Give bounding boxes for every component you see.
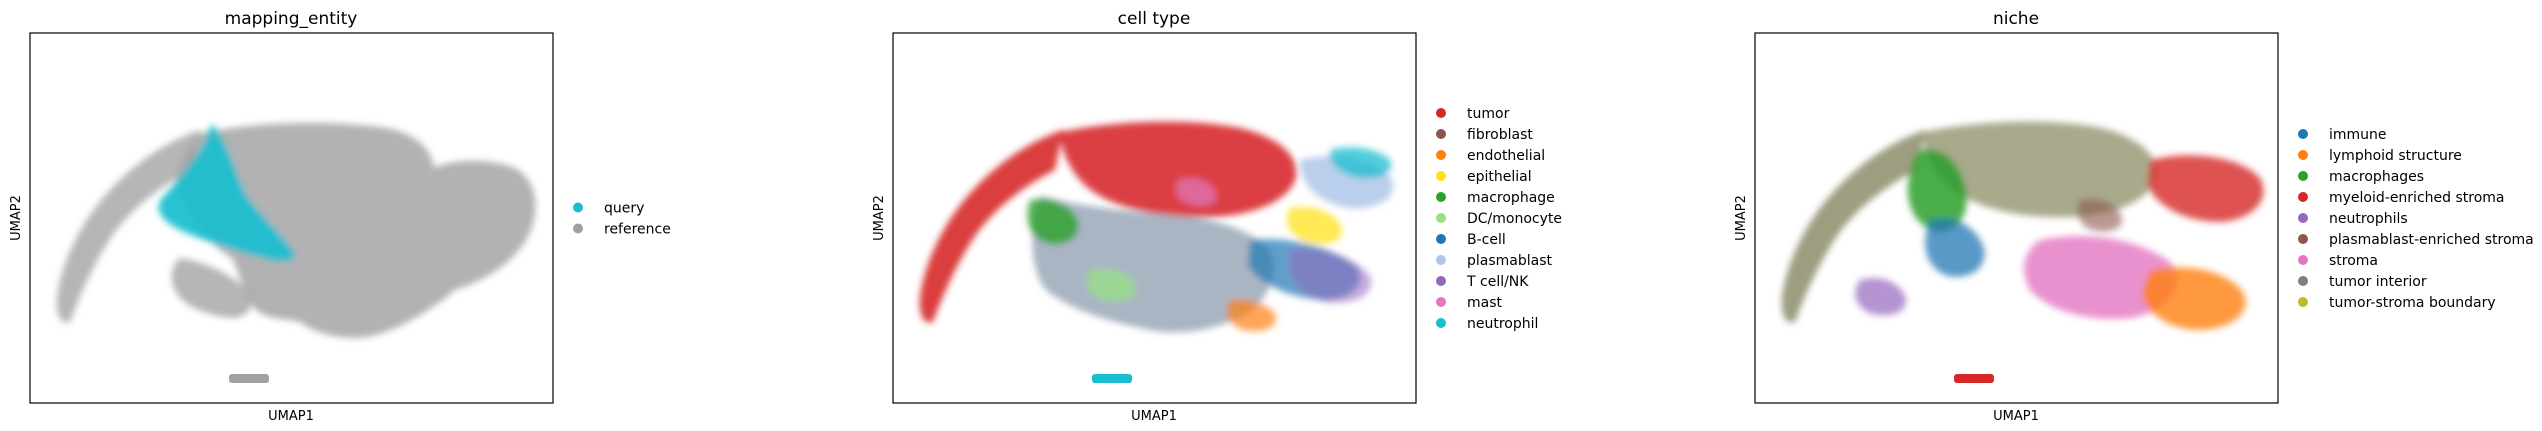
reference-cloud-lower bbox=[171, 258, 253, 318]
legend-label: macrophages bbox=[2329, 169, 2424, 185]
x-axis-label: UMAP1 bbox=[1993, 409, 2039, 424]
macrophages-cloud bbox=[1907, 149, 1967, 232]
legend: tumor fibroblast endothelial epithelial macr… bbox=[1436, 106, 1562, 332]
epithelial-cloud bbox=[1286, 206, 1343, 245]
scatter-clouds bbox=[1781, 121, 2264, 383]
y-axis-label: UMAP2 bbox=[9, 195, 24, 241]
panel-title: cell type bbox=[1118, 9, 1191, 29]
plot-frame bbox=[29, 32, 554, 404]
legend-marker bbox=[1436, 234, 1446, 244]
legend-marker bbox=[2298, 150, 2308, 160]
legend-label: plasmablast-enriched stroma bbox=[2329, 232, 2534, 248]
legend-marker bbox=[1436, 192, 1446, 202]
legend-marker bbox=[2298, 276, 2308, 286]
legend-marker bbox=[573, 202, 583, 213]
immune-cloud bbox=[1925, 218, 1985, 277]
umap-panel-cell-type: cell type UMAP1 UMAP2 tumor fibroblast end… bbox=[872, 9, 1562, 424]
legend-label: fibroblast bbox=[1467, 127, 1533, 143]
scatter-clouds bbox=[919, 121, 1394, 383]
legend-label: myeloid-enriched stroma bbox=[2329, 190, 2505, 206]
legend-marker bbox=[2298, 255, 2308, 265]
neutrophil-cloud bbox=[1329, 147, 1392, 179]
umap-panel-niche: niche UMAP1 UMAP2 immune lymphoid structu… bbox=[1734, 9, 2534, 424]
legend-marker bbox=[1436, 297, 1446, 307]
legend-marker bbox=[2298, 213, 2308, 223]
panel-title: mapping_entity bbox=[225, 9, 358, 29]
legend-label: T cell/NK bbox=[1466, 274, 1529, 290]
tumor-interior-cloud-top bbox=[1922, 121, 2157, 218]
x-axis-label: UMAP1 bbox=[268, 409, 314, 424]
macrophage-cloud bbox=[1027, 198, 1079, 245]
legend-marker bbox=[2298, 192, 2308, 202]
legend-label: epithelial bbox=[1467, 169, 1532, 185]
detached-cluster bbox=[229, 374, 269, 383]
legend-label: plasmablast bbox=[1467, 253, 1553, 269]
legend-marker bbox=[1436, 318, 1446, 328]
legend-label: tumor interior bbox=[2329, 274, 2427, 290]
legend-marker bbox=[1436, 150, 1446, 160]
legend-label: macrophage bbox=[1467, 190, 1555, 206]
lymphoid-cloud bbox=[2142, 267, 2246, 330]
y-axis-label: UMAP2 bbox=[1734, 195, 1749, 241]
umap-panel-mapping-entity: mapping_entity UMAP1 UMAP2 query referenc… bbox=[9, 9, 671, 424]
legend-marker bbox=[2298, 297, 2308, 307]
legend-label: DC/monocyte bbox=[1467, 211, 1562, 227]
legend-marker bbox=[1436, 108, 1446, 118]
legend-marker bbox=[2298, 171, 2308, 181]
legend-label: tumor-stroma boundary bbox=[2329, 295, 2496, 311]
tumor-cloud-arm bbox=[919, 130, 1063, 323]
legend-marker bbox=[2298, 234, 2308, 244]
legend-marker bbox=[1436, 255, 1446, 265]
legend-label: query bbox=[604, 201, 644, 217]
legend-label: neutrophils bbox=[2329, 211, 2408, 227]
legend-label: B-cell bbox=[1467, 232, 1506, 248]
legend-label: lymphoid structure bbox=[2329, 148, 2462, 164]
query-cloud bbox=[158, 124, 295, 262]
tcell-cloud bbox=[1288, 249, 1372, 303]
stroma-cloud bbox=[2024, 236, 2177, 319]
legend-marker bbox=[1436, 276, 1446, 286]
dc-cloud bbox=[1086, 268, 1137, 302]
legend: query reference bbox=[573, 201, 671, 238]
legend-label: immune bbox=[2329, 127, 2387, 143]
legend-label: stroma bbox=[2329, 253, 2378, 269]
tumor-interior-cloud-arm bbox=[1781, 130, 1925, 323]
mixed-cloud-center bbox=[1032, 196, 1274, 333]
reference-cloud-arm bbox=[56, 130, 201, 323]
legend-marker bbox=[573, 223, 583, 234]
reference-cloud-main bbox=[176, 122, 536, 338]
endothelial-cloud bbox=[1226, 299, 1277, 332]
scatter-clouds bbox=[56, 122, 536, 383]
legend: immune lymphoid structure macrophages myelo… bbox=[2298, 127, 2534, 311]
x-axis-label: UMAP1 bbox=[1131, 409, 1177, 424]
y-axis-label: UMAP2 bbox=[872, 195, 887, 241]
legend-marker bbox=[2298, 129, 2308, 139]
plot-frame bbox=[1754, 32, 2279, 404]
neutrophils-cloud bbox=[1855, 278, 1907, 316]
legend-label: mast bbox=[1467, 295, 1503, 311]
plot-frame bbox=[892, 32, 1417, 404]
myeloid-stroma-cloud bbox=[2148, 155, 2264, 222]
legend-label: tumor bbox=[1467, 106, 1510, 122]
legend-marker bbox=[1436, 171, 1446, 181]
detached-cluster bbox=[1092, 374, 1132, 383]
panel-title: niche bbox=[1993, 9, 2039, 29]
plasmablast-stroma-cloud bbox=[2077, 198, 2123, 232]
legend-marker bbox=[1436, 129, 1446, 139]
legend-label: endothelial bbox=[1467, 148, 1545, 164]
mast-cloud bbox=[1176, 178, 1217, 206]
tumor-cloud-top bbox=[1060, 121, 1297, 218]
legend-label: neutrophil bbox=[1467, 316, 1538, 332]
legend-marker bbox=[1436, 213, 1446, 223]
detached-cluster bbox=[1954, 374, 1994, 383]
legend-label: reference bbox=[604, 222, 671, 238]
